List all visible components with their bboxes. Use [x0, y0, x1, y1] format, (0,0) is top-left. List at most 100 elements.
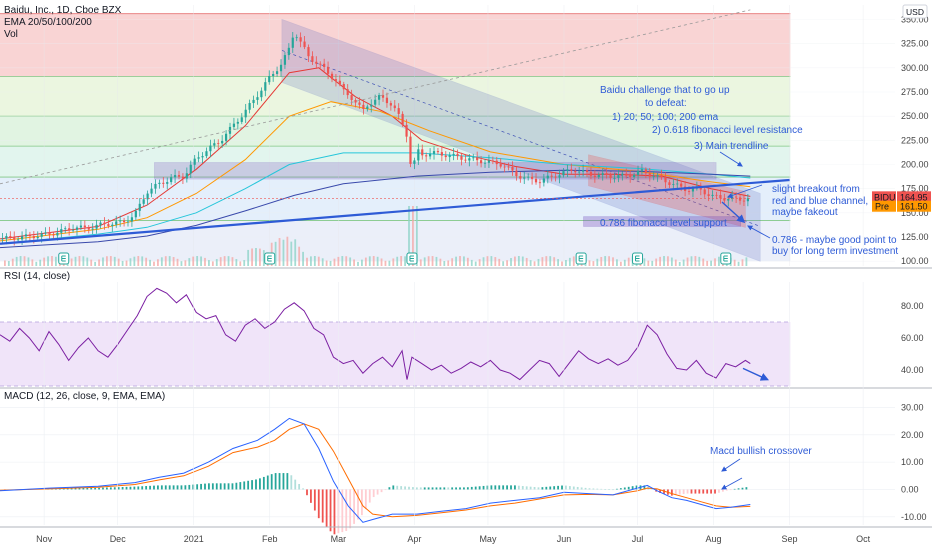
- volume-bar: [655, 258, 658, 266]
- time-axis[interactable]: Nov Dec 2021 Feb Mar Apr May Jun Jul Aug Sep Oct: [36, 282, 871, 544]
- macd-histogram-bar: [298, 484, 301, 490]
- macd-histogram-bar: [168, 485, 171, 490]
- volume-bar: [419, 259, 422, 266]
- macd-histogram-bar: [145, 486, 148, 490]
- candle-body: [185, 173, 188, 179]
- volume-bar: [486, 256, 489, 266]
- candle-body: [542, 178, 545, 183]
- macd-histogram-bar: [584, 487, 587, 490]
- volume-bar: [514, 256, 516, 266]
- volume-bar: [78, 256, 81, 266]
- macd-histogram-bar: [113, 487, 116, 490]
- macd-histogram-bar: [278, 473, 281, 490]
- volume-bar: [686, 257, 689, 266]
- candle-body: [440, 152, 443, 156]
- volume-bar: [219, 257, 222, 266]
- candle-body: [574, 170, 577, 173]
- macd-histogram-bar: [498, 485, 501, 490]
- volume-bar: [188, 258, 191, 266]
- macd-histogram-bar: [184, 485, 187, 490]
- volume-bar: [243, 260, 246, 266]
- main-trendline: [0, 182, 741, 245]
- macd-histogram-bar: [474, 486, 477, 490]
- macd-histogram-bar: [282, 473, 285, 490]
- candle-body: [491, 160, 494, 162]
- price-pane[interactable]: 100.00 125.00 150.00 175.00 200.00 225.00 250.…: [0, 5, 931, 266]
- annotation-challenge: to defeat:: [645, 98, 687, 109]
- macd-tick-label: 30.00: [901, 402, 924, 412]
- macd-histogram-bar: [325, 489, 328, 527]
- macd-histogram-bar: [251, 480, 253, 490]
- candle-body: [389, 103, 392, 106]
- macd-histogram-bar: [321, 489, 324, 523]
- macd-histogram-bar: [223, 483, 226, 490]
- macd-histogram-bar: [737, 488, 740, 490]
- candle-body: [338, 80, 341, 84]
- earnings-icon: [723, 255, 728, 262]
- currency-button[interactable]: USD: [902, 4, 928, 19]
- volume-bar: [533, 261, 536, 266]
- candle-body: [115, 221, 118, 225]
- macd-histogram-bar: [349, 489, 352, 529]
- macd-histogram-bar: [608, 489, 610, 490]
- macd-histogram-bar: [392, 485, 395, 490]
- macd-histogram-bar: [682, 489, 685, 494]
- candle-body: [578, 171, 581, 173]
- macd-histogram-bar: [141, 486, 144, 490]
- candle-body: [546, 175, 549, 179]
- candle-body: [154, 183, 157, 189]
- candle-body: [425, 155, 428, 157]
- volume-bar: [670, 257, 673, 266]
- candle-body: [68, 228, 71, 230]
- candle-body: [173, 175, 177, 178]
- volume-legend[interactable]: Vol: [4, 29, 18, 40]
- macd-histogram-bar: [345, 489, 348, 532]
- macd-tick-label: 20.00: [901, 430, 924, 440]
- earnings-marker: [720, 252, 732, 265]
- macd-line: [0, 417, 751, 523]
- candle-body: [640, 169, 644, 171]
- volume-bar: [745, 257, 748, 266]
- candle-body: [527, 176, 530, 178]
- macd-histogram-bar: [412, 487, 414, 490]
- candle-body: [256, 97, 259, 100]
- candle-body: [319, 63, 322, 65]
- macd-pane[interactable]: Macd bullish crossover -10.00 0.00 10.00 20…: [0, 402, 927, 535]
- volume-bar: [349, 257, 352, 266]
- rsi-legend[interactable]: RSI (14, close): [4, 271, 70, 282]
- rsi-pane[interactable]: 40.00 60.00 80.00: [0, 287, 924, 387]
- volume-bar: [278, 238, 281, 266]
- candle-body: [487, 160, 491, 163]
- volume-bar: [565, 260, 567, 266]
- rsi-tick-label: 80.00: [901, 301, 924, 311]
- ema-legend[interactable]: EMA 20/50/100/200: [4, 17, 92, 28]
- macd-histogram-bar: [176, 485, 179, 490]
- candle-body: [48, 232, 51, 235]
- candle-body: [342, 83, 345, 90]
- candle-body: [307, 47, 310, 57]
- macd-histogram-bar: [623, 487, 626, 490]
- macd-histogram-bar: [529, 486, 532, 490]
- macd-legend[interactable]: MACD (12, 26, close, 9, EMA, EMA): [4, 391, 165, 402]
- symbol-legend[interactable]: Baidu, Inc., 1D, Cboe BZX: [4, 5, 122, 16]
- volume-bar: [317, 256, 320, 266]
- volume-bar: [616, 259, 618, 266]
- rsi-line: [0, 287, 770, 381]
- macd-histogram-bar: [545, 486, 548, 490]
- candle-body: [534, 178, 538, 183]
- rsi-grid: [0, 321, 791, 387]
- breakout-arrow: [726, 184, 763, 199]
- macd-histogram-bar: [490, 485, 493, 490]
- candle-body: [652, 176, 655, 178]
- candle-body: [52, 234, 55, 236]
- candle-body: [444, 155, 447, 158]
- volume-bar: [572, 256, 575, 266]
- blue-channel: [281, 18, 761, 262]
- candle-body: [711, 194, 714, 196]
- volume-bar: [274, 241, 277, 266]
- price-axis[interactable]: 100.00 125.00 150.00 175.00 200.00 225.00 250.…: [872, 15, 931, 267]
- time-tick-label: Nov: [36, 534, 53, 544]
- macd-grid: [0, 407, 895, 518]
- candle-body: [244, 109, 247, 118]
